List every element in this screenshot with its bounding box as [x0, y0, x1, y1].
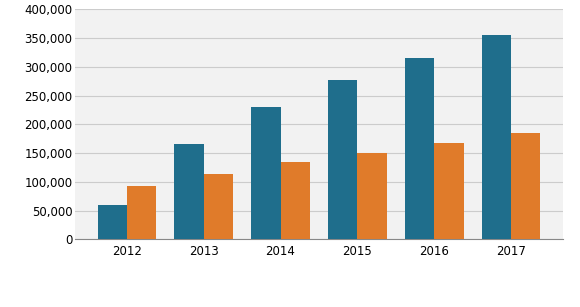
Bar — [281, 162, 310, 239]
Bar — [357, 153, 387, 239]
Bar — [405, 58, 434, 239]
Bar — [175, 145, 204, 239]
Bar — [482, 35, 511, 239]
Bar — [204, 174, 233, 239]
Bar — [251, 107, 281, 239]
Bar — [97, 205, 127, 239]
Bar — [328, 80, 357, 239]
Bar — [511, 133, 541, 239]
Bar — [434, 143, 463, 239]
Bar — [127, 186, 156, 239]
